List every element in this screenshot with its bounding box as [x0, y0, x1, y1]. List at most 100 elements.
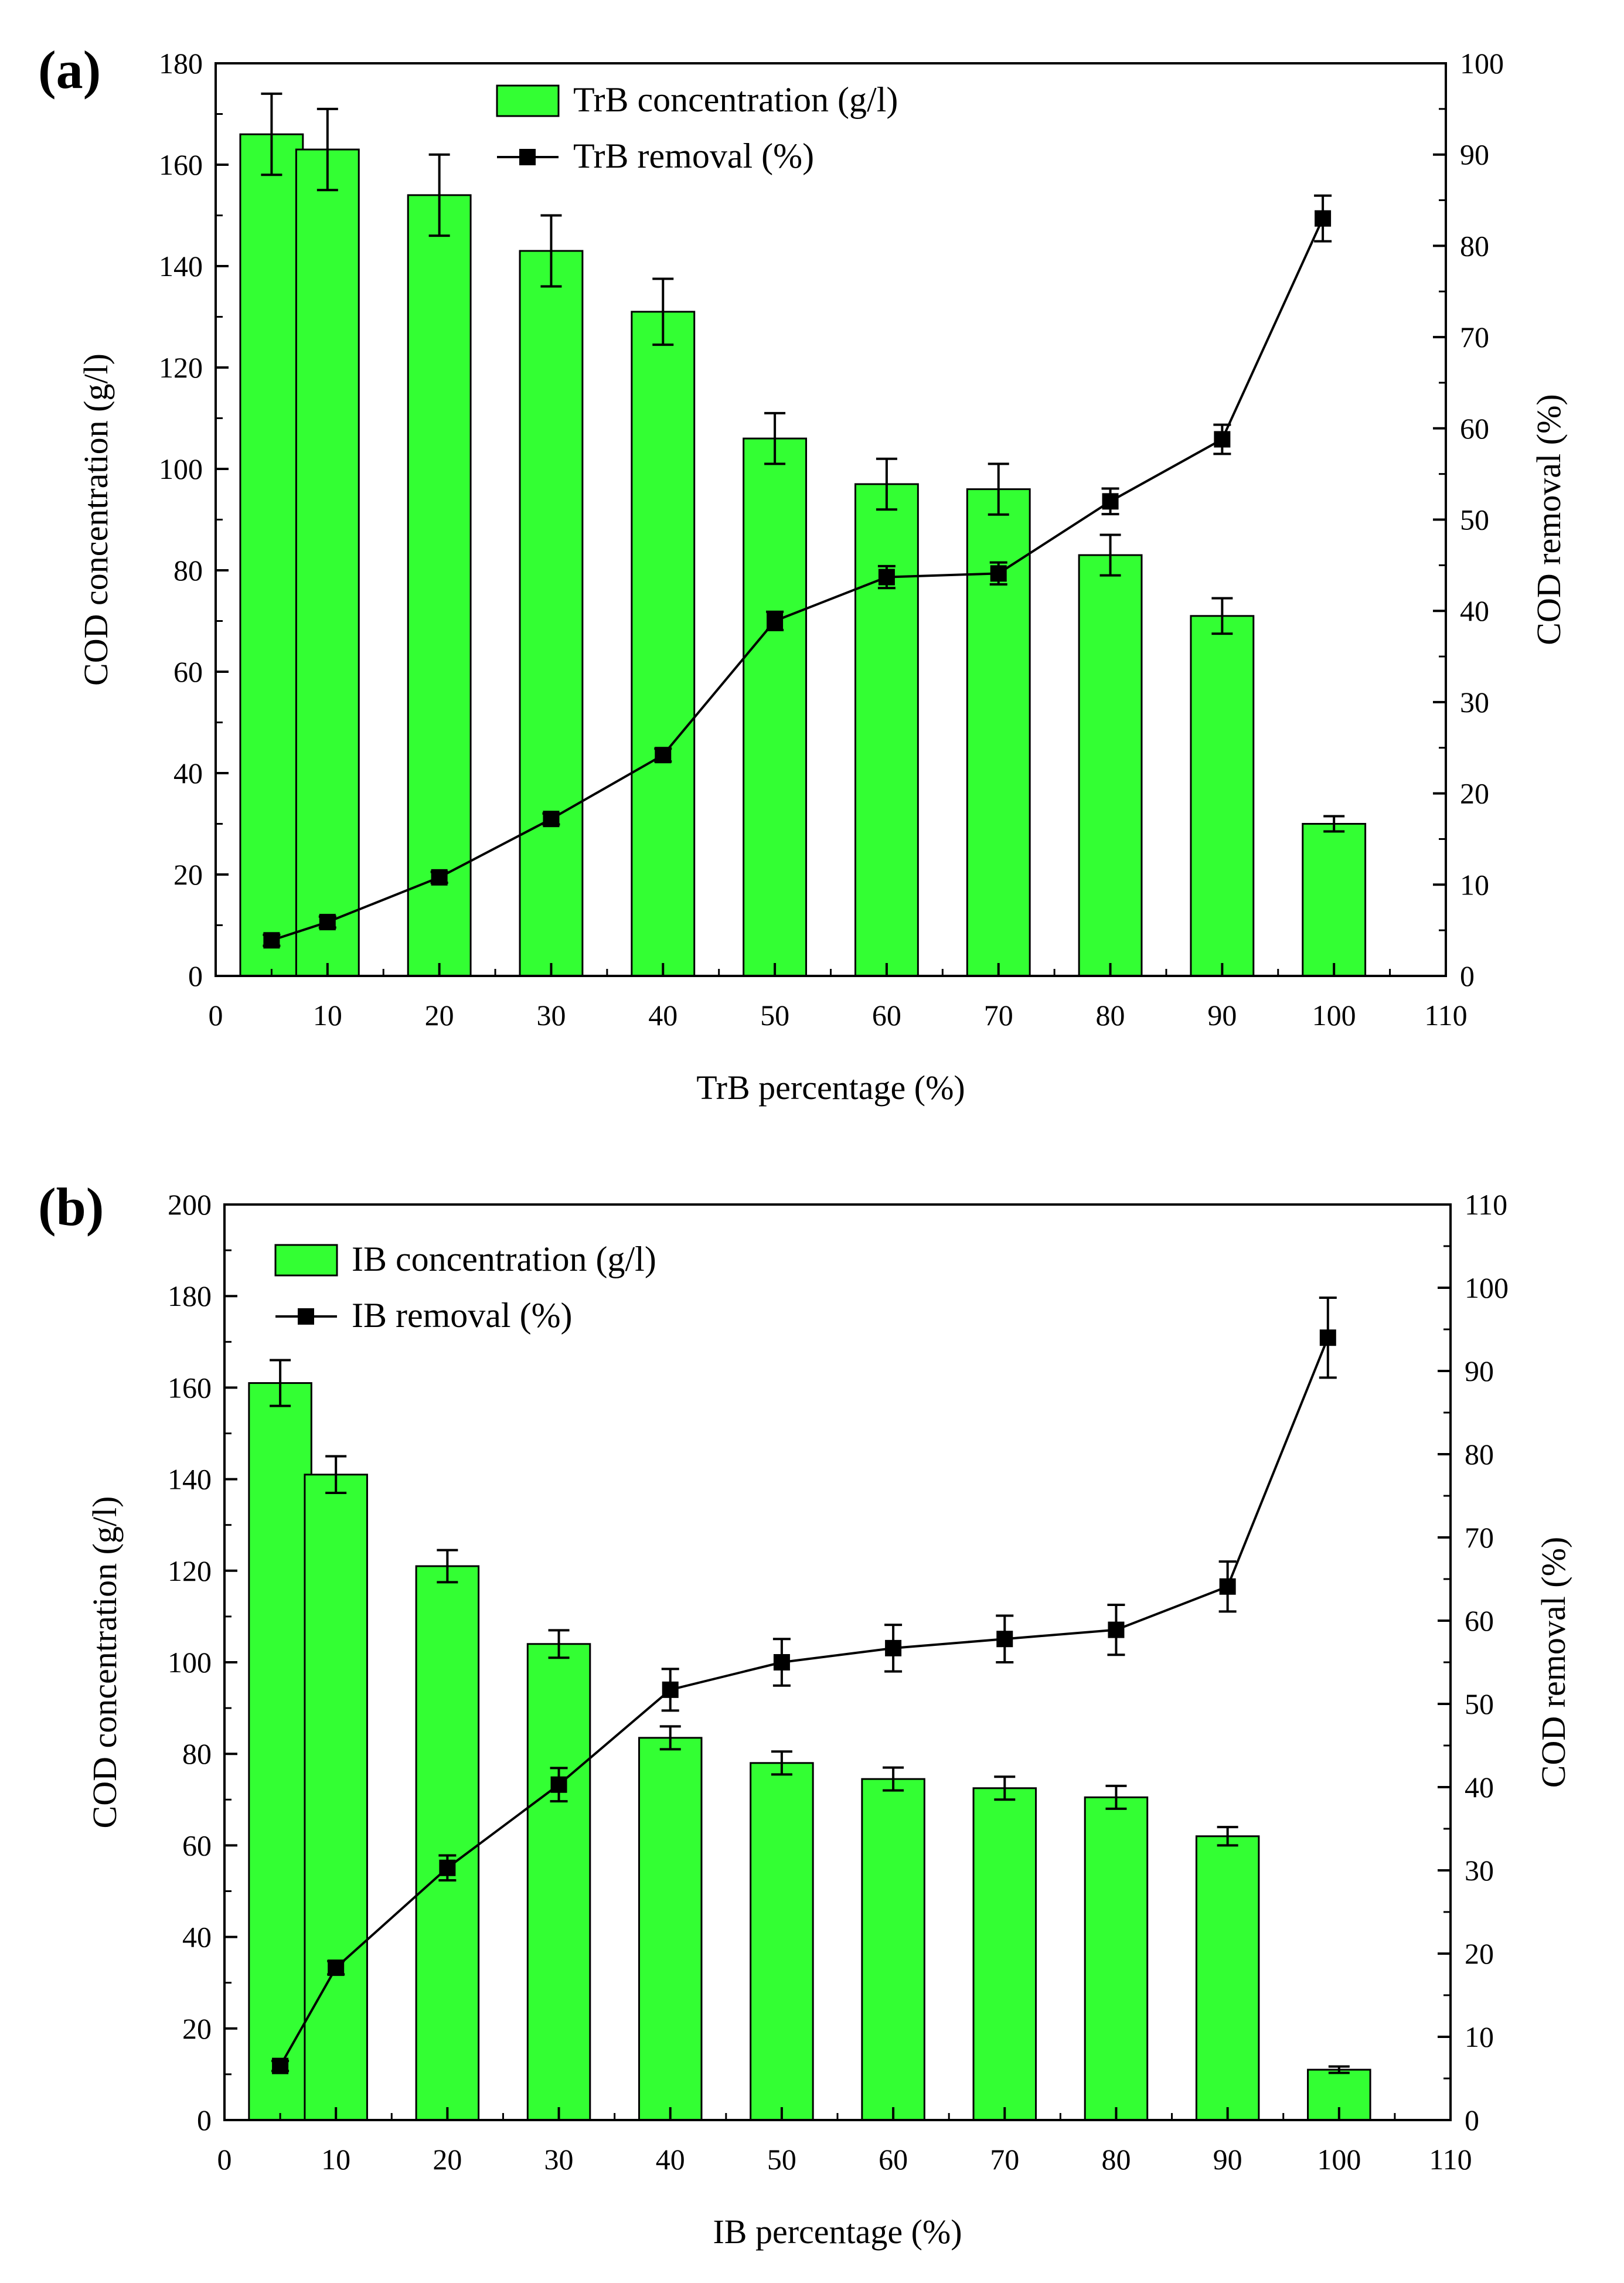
y2-tick-label: 10 — [1460, 868, 1489, 901]
y2-tick-label: 60 — [1460, 412, 1489, 445]
y-tick-label: 0 — [188, 960, 203, 992]
legend-line-label: TrB removal (%) — [573, 137, 814, 175]
y2-tick-label: 70 — [1460, 321, 1489, 353]
data-point — [1315, 210, 1332, 227]
y-tick-label: 20 — [182, 2012, 212, 2045]
y2-tick-label: 40 — [1460, 594, 1489, 627]
bar — [295, 148, 360, 977]
y-tick-label: 160 — [159, 148, 203, 181]
y-tick-label: 0 — [197, 2104, 212, 2136]
bar — [1084, 1796, 1149, 2121]
x-tick-label: 30 — [536, 999, 566, 1032]
x-tick-label: 10 — [321, 2143, 350, 2176]
bar — [1195, 1835, 1260, 2121]
data-point — [439, 1859, 456, 1876]
plot-frame — [223, 1203, 1452, 2121]
y-tick-label: 160 — [168, 1371, 212, 1404]
y-tick-label: 200 — [168, 1188, 212, 1221]
y-tick-label: 120 — [168, 1554, 212, 1587]
x-tick-label: 80 — [1096, 999, 1125, 1032]
plot-frame — [215, 62, 1447, 977]
y2-tick-label: 10 — [1465, 2020, 1494, 2053]
legend-line-marker — [298, 1308, 314, 1325]
y-tick-label: 100 — [168, 1646, 212, 1679]
y-tick-label: 60 — [173, 655, 203, 688]
y-axis-label: COD concentration (g/l) — [86, 1496, 124, 1829]
data-point — [272, 2057, 289, 2074]
data-point — [996, 1631, 1013, 1648]
y2-tick-label: 60 — [1465, 1604, 1494, 1637]
data-point — [1108, 1621, 1125, 1638]
y-tick-label: 40 — [173, 757, 203, 790]
y2-tick-label: 80 — [1460, 229, 1489, 262]
bar — [1078, 554, 1143, 977]
bar — [304, 1474, 368, 2121]
x-tick-label: 40 — [648, 999, 677, 1032]
y-tick-label: 60 — [182, 1829, 212, 1862]
y2-tick-label: 50 — [1460, 503, 1489, 536]
legend-bar-label: IB concentration (g/l) — [352, 1240, 656, 1278]
x-tick-label: 0 — [217, 2143, 232, 2176]
y2-axis-label: COD removal (%) — [1534, 1537, 1572, 1788]
data-point — [1219, 1578, 1236, 1595]
bar — [861, 1778, 925, 2121]
y2-tick-label: 0 — [1465, 2104, 1479, 2136]
y2-tick-label: 100 — [1465, 1271, 1509, 1304]
data-point — [767, 613, 784, 630]
y2-tick-label: 30 — [1460, 686, 1489, 719]
data-point — [878, 569, 895, 586]
x-tick-label: 20 — [433, 2143, 462, 2176]
x-tick-label: 10 — [313, 999, 342, 1032]
bar — [854, 483, 919, 977]
y-tick-label: 80 — [173, 554, 203, 587]
legend-bar-label: TrB concentration (g/l) — [573, 80, 898, 119]
y-tick-label: 180 — [168, 1280, 212, 1312]
bar — [1302, 823, 1367, 977]
y2-tick-label: 80 — [1465, 1438, 1494, 1471]
y2-tick-label: 90 — [1460, 138, 1489, 171]
bar — [239, 133, 304, 977]
data-point — [773, 1654, 790, 1670]
y2-tick-label: 70 — [1465, 1521, 1494, 1554]
x-tick-label: 110 — [1429, 2143, 1472, 2176]
x-tick-label: 30 — [544, 2143, 574, 2176]
x-tick-label: 80 — [1101, 2143, 1131, 2176]
data-point — [328, 1959, 345, 1976]
y-tick-label: 80 — [182, 1737, 212, 1770]
y-tick-label: 180 — [159, 47, 203, 80]
bar — [415, 1565, 480, 2121]
x-tick-label: 50 — [767, 2143, 796, 2176]
data-point — [550, 1776, 567, 1793]
x-tick-label: 100 — [1312, 999, 1356, 1032]
x-tick-label: 0 — [209, 999, 223, 1032]
bar — [750, 1762, 814, 2121]
bar — [972, 1787, 1037, 2121]
y2-tick-label: 0 — [1460, 960, 1475, 992]
data-point — [662, 1681, 679, 1698]
y2-tick-label: 110 — [1465, 1188, 1507, 1221]
y2-tick-label: 40 — [1465, 1771, 1494, 1804]
bar — [1190, 615, 1255, 977]
y-tick-label: 20 — [173, 858, 203, 891]
x-tick-label: 40 — [656, 2143, 685, 2176]
x-tick-label: 60 — [879, 2143, 908, 2176]
y2-tick-label: 20 — [1465, 1937, 1494, 1970]
panel-b-chart: 0 10 20 30 40 50 60 70 80 90 100 110020406080100120… — [38, 1177, 1572, 2251]
data-point — [543, 811, 560, 828]
y-axis-label: COD concentration (g/l) — [77, 353, 115, 686]
x-tick-label: 50 — [760, 999, 789, 1032]
data-point — [319, 914, 336, 931]
data-point — [655, 747, 672, 764]
legend-bar-swatch — [274, 1244, 338, 1277]
panel-label: (a) — [38, 40, 101, 100]
legend-line-label: IB removal (%) — [352, 1296, 573, 1335]
data-point — [431, 869, 448, 886]
bar — [743, 437, 808, 977]
data-point — [885, 1639, 902, 1656]
data-point — [1102, 493, 1119, 510]
y2-tick-label: 50 — [1465, 1687, 1494, 1720]
x-tick-label: 100 — [1317, 2143, 1361, 2176]
bar — [519, 250, 584, 977]
data-point — [990, 565, 1007, 582]
